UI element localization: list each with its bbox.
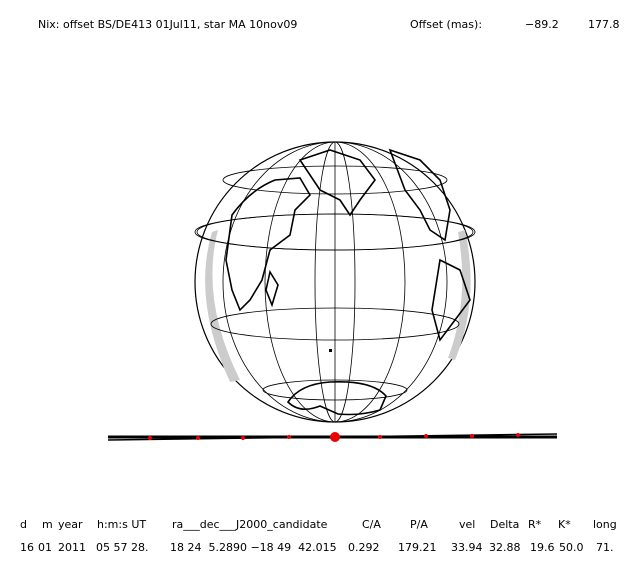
table-cell: 16 — [20, 541, 34, 554]
column-header: d — [20, 518, 27, 531]
column-header: year — [58, 518, 83, 531]
table-cell: 18 24 5.2890 −18 49 42.015 — [170, 541, 337, 554]
table-cell: 05 57 28. — [96, 541, 148, 554]
table-cell: 01 — [38, 541, 52, 554]
title: Nix: offset BS/DE413 01Jul11, star MA 10… — [38, 18, 297, 31]
column-header: K* — [558, 518, 571, 531]
table-cell: 19.6 — [530, 541, 555, 554]
column-header: C/A — [362, 518, 381, 531]
offset-value: 177.8 — [588, 18, 620, 31]
table-cell: 71. — [596, 541, 614, 554]
offset-label: Offset (mas): — [410, 18, 482, 31]
column-header: Delta — [490, 518, 519, 531]
column-header: vel — [459, 518, 475, 531]
globe — [194, 141, 476, 423]
column-header: m — [42, 518, 53, 531]
table-cell: 2011 — [58, 541, 86, 554]
offset-value: −89.2 — [525, 18, 559, 31]
column-header: ra___dec___J2000_candidate — [172, 518, 328, 531]
column-header: R* — [528, 518, 542, 531]
column-header: h:m:s UT — [97, 518, 146, 531]
table-cell: 33.94 — [451, 541, 483, 554]
table-cell: 32.88 — [489, 541, 521, 554]
column-header: P/A — [410, 518, 428, 531]
column-header: long — [593, 518, 617, 531]
shadow-path — [107, 432, 558, 442]
table-cell: 0.292 — [348, 541, 380, 554]
table-cell: 179.21 — [398, 541, 437, 554]
table-cell: 50.0 — [559, 541, 584, 554]
data-table: d m year h:m:s UT ra___dec___J2000_candidate… — [20, 518, 617, 554]
